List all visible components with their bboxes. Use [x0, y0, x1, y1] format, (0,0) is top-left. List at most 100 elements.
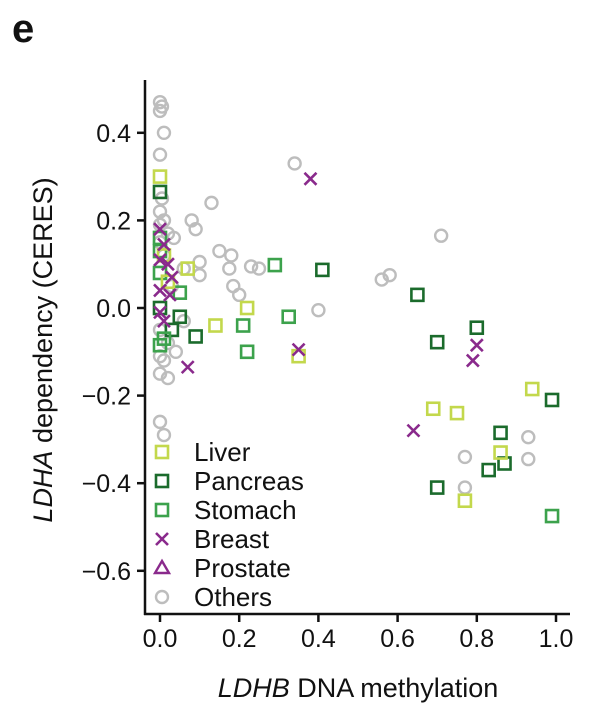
- data-point-liver: [152, 169, 168, 184]
- y-tick-label: −0.6: [82, 558, 131, 586]
- legend-marker-pancreas: [154, 473, 170, 489]
- data-point-pancreas: [188, 329, 203, 344]
- legend-marker-liver: [154, 444, 170, 460]
- y-tick-label: 0.2: [96, 207, 131, 235]
- x-tick-label: 0.8: [459, 625, 494, 653]
- data-point-others: [160, 370, 176, 386]
- data-point-stomach: [281, 309, 297, 325]
- x-tick-label: 1.0: [539, 625, 574, 653]
- data-point-pancreas: [493, 425, 508, 441]
- x-tick-label: 0.2: [222, 625, 257, 653]
- legend-label: Others: [194, 582, 272, 612]
- y-tick-label: −0.2: [82, 383, 131, 411]
- data-point-liver: [524, 381, 540, 397]
- data-point-others: [176, 261, 191, 276]
- legend-marker-breast: [155, 532, 169, 546]
- y-tick-label: 0.4: [96, 120, 131, 148]
- data-point-others: [156, 125, 172, 141]
- data-point-breast: [469, 338, 484, 353]
- data-point-breast: [164, 270, 179, 285]
- data-point-others: [176, 313, 191, 329]
- data-point-pancreas: [152, 184, 168, 200]
- data-point-stomach: [156, 331, 172, 346]
- data-point-others: [192, 267, 207, 283]
- y-tick-label: −0.4: [82, 470, 131, 498]
- data-point-others: [156, 427, 172, 443]
- legend-label: Prostate: [194, 553, 291, 583]
- data-point-others: [204, 195, 219, 211]
- legend-marker-prostate: [152, 558, 172, 575]
- data-point-breast: [157, 314, 171, 329]
- legend-marker-others: [154, 589, 170, 605]
- panel-label: e: [12, 7, 34, 51]
- data-point-others: [188, 221, 203, 237]
- data-point-stomach: [239, 344, 255, 360]
- data-point-liver: [180, 261, 196, 276]
- data-point-stomach: [172, 285, 188, 300]
- data-point-breast: [406, 423, 421, 438]
- data-point-others: [374, 272, 389, 287]
- data-point-breast: [180, 360, 195, 375]
- data-point-breast: [303, 171, 318, 186]
- x-tick-label: 0.4: [301, 625, 336, 653]
- data-point-breast: [157, 237, 171, 252]
- data-point-others: [192, 254, 207, 270]
- data-point-others: [212, 243, 227, 259]
- data-point-pancreas: [410, 287, 425, 303]
- legend-label: Breast: [194, 524, 270, 554]
- y-axis-label: LDHA dependency (CERES): [28, 177, 58, 522]
- data-point-pancreas: [429, 334, 445, 350]
- data-point-liver: [425, 401, 441, 417]
- data-point-breast: [162, 287, 177, 302]
- legend-marker-stomach: [154, 502, 170, 518]
- data-point-liver: [449, 405, 465, 421]
- data-point-others: [521, 430, 536, 445]
- data-point-others: [152, 414, 168, 430]
- data-point-breast: [465, 353, 480, 368]
- data-point-breast: [153, 305, 167, 320]
- data-point-others: [457, 480, 473, 495]
- data-point-breast: [291, 342, 306, 357]
- data-point-stomach: [544, 508, 560, 524]
- data-point-others: [433, 228, 449, 243]
- data-point-others: [222, 261, 237, 276]
- x-tick-label: 0.0: [143, 625, 178, 653]
- data-point-others: [152, 366, 168, 381]
- x-axis-label: LDHB DNA methylation: [218, 673, 499, 703]
- data-point-pancreas: [544, 392, 560, 408]
- data-point-pancreas: [429, 480, 445, 495]
- data-point-pancreas: [481, 462, 496, 478]
- data-point-others: [251, 261, 267, 276]
- data-point-others: [168, 344, 184, 359]
- data-point-others: [457, 449, 473, 465]
- legend-label: Pancreas: [194, 466, 304, 496]
- data-point-liver: [457, 493, 473, 509]
- data-point-others: [152, 103, 168, 119]
- data-point-others: [152, 147, 168, 162]
- data-point-others: [382, 267, 397, 283]
- data-point-others: [231, 287, 247, 303]
- data-point-liver: [208, 318, 223, 333]
- data-point-others: [287, 156, 302, 171]
- data-point-pancreas: [469, 320, 485, 336]
- legend-label: Stomach: [194, 495, 297, 525]
- data-point-others: [243, 259, 259, 274]
- data-point-breast: [153, 252, 167, 267]
- legend-label: Liver: [194, 437, 251, 467]
- data-point-others: [311, 302, 326, 318]
- data-point-liver: [493, 445, 508, 460]
- data-point-stomach: [152, 243, 168, 259]
- data-point-liver: [239, 300, 255, 316]
- data-point-liver: [160, 274, 176, 290]
- data-point-pancreas: [315, 262, 330, 278]
- data-point-stomach: [235, 318, 251, 333]
- data-point-others: [224, 248, 239, 263]
- data-point-stomach: [267, 257, 283, 273]
- data-point-breast: [161, 257, 175, 272]
- data-point-others: [521, 451, 536, 467]
- data-point-breast: [153, 283, 167, 298]
- data-point-pancreas: [164, 322, 180, 338]
- data-point-pancreas: [172, 309, 188, 325]
- y-tick-label: 0.0: [96, 295, 131, 323]
